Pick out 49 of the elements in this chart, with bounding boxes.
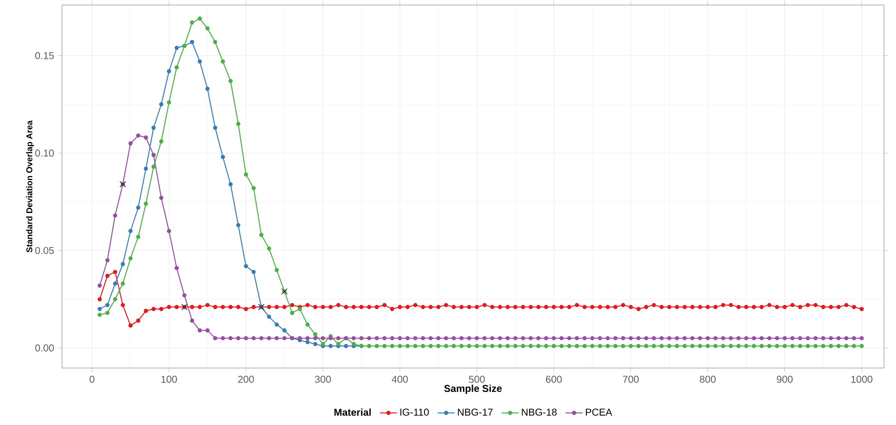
point	[98, 306, 102, 312]
point	[236, 223, 240, 228]
x-tick-label: 200	[238, 376, 254, 383]
point	[266, 314, 272, 319]
point	[159, 102, 164, 106]
point	[136, 206, 140, 210]
x-tick-label: 900	[776, 376, 793, 383]
point	[274, 322, 279, 327]
point	[328, 344, 333, 348]
legend-label: PCEA	[586, 408, 612, 416]
point	[113, 282, 118, 286]
point	[190, 40, 194, 44]
point	[213, 126, 218, 130]
legend-label: NBG-17	[458, 408, 493, 416]
point	[166, 69, 172, 74]
point	[344, 344, 348, 348]
y-tick-label: 0.00	[35, 344, 54, 352]
point	[252, 270, 256, 274]
y-axis-title: Standard Deviation Overlap Area	[26, 120, 34, 252]
x-tick-label: 300	[314, 376, 331, 383]
point	[205, 86, 210, 91]
point	[198, 59, 202, 64]
x-tick-label: 100	[161, 376, 177, 383]
x-tick-label: 0	[90, 376, 94, 383]
point	[220, 154, 225, 160]
point	[313, 342, 318, 346]
x-tick-label: 800	[700, 376, 716, 383]
y-tick-label: 0.10	[35, 150, 54, 157]
x-axis-title: Sample Size	[444, 384, 502, 394]
legend-title: Material	[334, 408, 371, 416]
point	[105, 302, 110, 308]
x-tick-label: 400	[392, 376, 408, 383]
x-tick-label: 600	[546, 376, 562, 383]
point	[305, 340, 310, 344]
y-tick-label: 0.15	[35, 52, 54, 60]
point	[128, 228, 133, 234]
point	[144, 166, 148, 171]
point	[244, 264, 248, 268]
legend-label: IG-110	[400, 408, 429, 416]
point	[174, 46, 179, 50]
y-tick-label: 0.05	[35, 246, 54, 254]
point	[120, 262, 125, 266]
point	[228, 182, 233, 186]
x-tick-label: 1000	[851, 376, 872, 383]
x-tick-label: 500	[468, 376, 485, 383]
x-tick-label: 700	[622, 376, 639, 383]
legend-label: NBG-18	[522, 408, 557, 416]
point	[151, 126, 156, 130]
point	[282, 328, 287, 332]
